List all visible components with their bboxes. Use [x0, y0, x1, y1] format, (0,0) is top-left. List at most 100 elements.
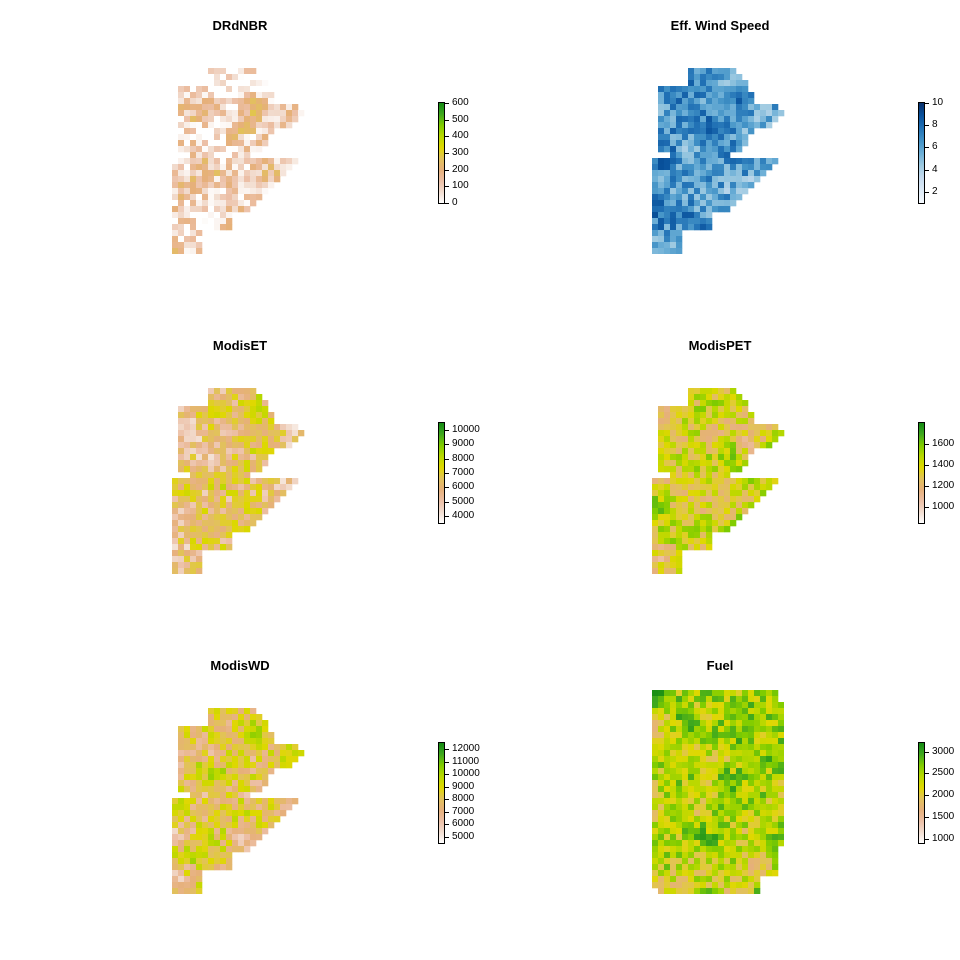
raster-cell: [706, 74, 713, 81]
chart-panel: Eff. Wind Speed 2 4 6 8 10: [480, 0, 960, 320]
raster-cell: [190, 526, 197, 533]
raster-cell: [196, 520, 203, 527]
raster-cell: [202, 176, 209, 183]
raster-cell: [178, 774, 185, 781]
raster-cell: [196, 756, 203, 763]
raster-cell: [232, 750, 239, 757]
raster-cell: [226, 176, 233, 183]
raster-cell: [214, 762, 221, 769]
raster-cell: [724, 840, 731, 847]
raster-cell: [226, 798, 233, 805]
raster-cell: [202, 152, 209, 159]
raster-cell: [292, 430, 299, 437]
raster-cell: [700, 780, 707, 787]
raster-cell: [238, 720, 245, 727]
raster-cell: [226, 714, 233, 721]
raster-cell: [718, 514, 725, 521]
legend-tick-label: 1600: [932, 438, 955, 450]
raster-cell: [220, 828, 227, 835]
raster-cell: [178, 490, 185, 497]
raster-cell: [184, 888, 191, 894]
raster-cell: [778, 810, 784, 817]
raster-cell: [232, 720, 239, 727]
raster-cell: [700, 502, 707, 509]
raster-cell: [652, 834, 659, 841]
raster-cell: [772, 714, 779, 721]
raster-cell: [670, 406, 677, 413]
raster-cell: [214, 496, 221, 503]
raster-cell: [232, 424, 239, 431]
raster-cell: [190, 248, 197, 254]
raster-cell: [658, 466, 665, 473]
legend-colorbar: [438, 742, 445, 844]
raster-cell: [742, 400, 749, 407]
raster-cell: [172, 230, 179, 237]
raster-cell: [694, 816, 701, 823]
raster-cell: [244, 98, 251, 105]
raster-cell: [286, 158, 293, 165]
raster-cell: [280, 116, 287, 123]
raster-cell: [676, 520, 683, 527]
raster-cell: [682, 538, 689, 545]
raster-cell: [190, 774, 197, 781]
raster-cell: [274, 110, 281, 117]
raster-cell: [664, 200, 671, 207]
raster-cell: [208, 74, 215, 81]
raster-cell: [658, 508, 665, 515]
raster-cell: [190, 98, 197, 105]
raster-cell: [298, 430, 305, 437]
raster-cell: [670, 212, 677, 219]
raster-cell: [712, 738, 719, 745]
raster-cell: [232, 436, 239, 443]
raster-cell: [718, 200, 725, 207]
raster-cell: [754, 774, 761, 781]
raster-cell: [760, 816, 767, 823]
raster-cell: [226, 858, 233, 865]
raster-cell: [742, 158, 749, 165]
raster-cell: [274, 436, 281, 443]
raster-cell: [766, 436, 773, 443]
raster-cell: [202, 134, 209, 141]
raster-cell: [214, 502, 221, 509]
raster-cell: [664, 484, 671, 491]
raster-cell: [652, 532, 659, 539]
raster-cell: [700, 424, 707, 431]
raster-cell: [184, 436, 191, 443]
raster-cell: [670, 774, 677, 781]
raster-cell: [724, 104, 731, 111]
raster-cell: [742, 690, 749, 697]
raster-cell: [190, 86, 197, 93]
raster-cell: [664, 502, 671, 509]
raster-cell: [664, 182, 671, 189]
raster-cell: [214, 538, 221, 545]
raster-cell: [658, 774, 665, 781]
raster-cell: [682, 104, 689, 111]
raster-cell: [238, 146, 245, 153]
raster-map: [172, 708, 305, 894]
raster-cell: [208, 436, 215, 443]
raster-cell: [250, 104, 257, 111]
raster-cell: [676, 484, 683, 491]
raster-cell: [238, 822, 245, 829]
raster-cell: [196, 840, 203, 847]
raster-cell: [244, 738, 251, 745]
raster-cell: [202, 478, 209, 485]
raster-cell: [652, 768, 659, 775]
raster-cell: [214, 816, 221, 823]
raster-cell: [670, 520, 677, 527]
raster-cell: [730, 496, 737, 503]
raster-cell: [658, 822, 665, 829]
raster-cell: [676, 92, 683, 99]
raster-cell: [244, 164, 251, 171]
raster-cell: [238, 104, 245, 111]
raster-cell: [778, 714, 784, 721]
raster-cell: [670, 490, 677, 497]
raster-cell: [232, 834, 239, 841]
raster-cell: [196, 140, 203, 147]
raster-cell: [178, 532, 185, 539]
raster-cell: [724, 490, 731, 497]
raster-cell: [706, 816, 713, 823]
raster-cell: [664, 98, 671, 105]
raster-cell: [232, 200, 239, 207]
raster-cell: [178, 128, 185, 135]
